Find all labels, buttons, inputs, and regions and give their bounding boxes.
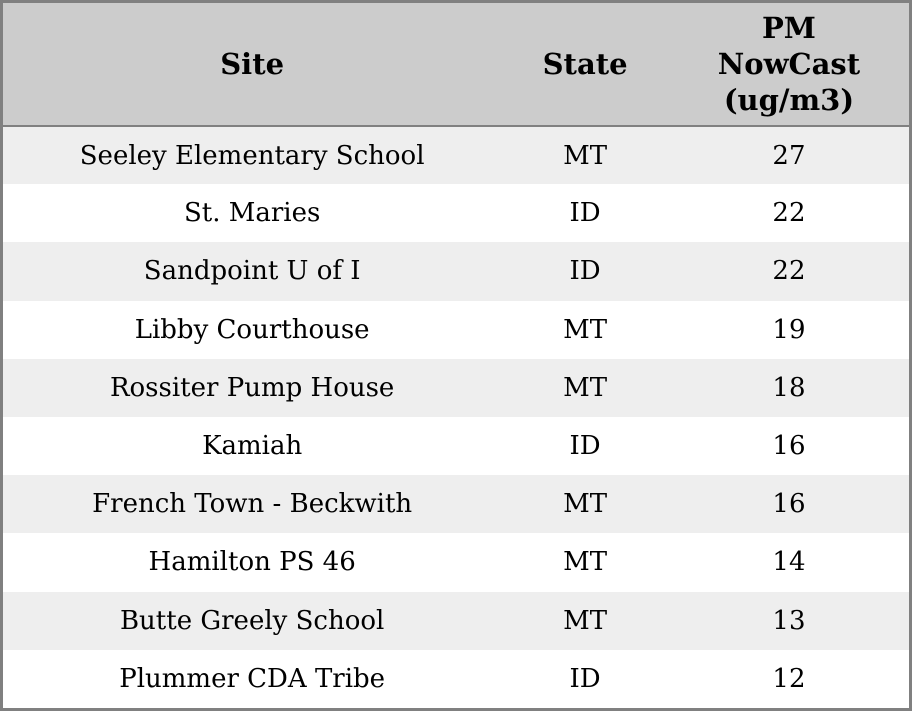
table-row: Butte Greely School MT 13: [3, 591, 909, 650]
column-header-pm-nowcast-label: PM NowCast (ug/m3): [717, 10, 861, 118]
state-cell: ID: [501, 184, 669, 243]
site-cell: Butte Greely School: [3, 591, 502, 650]
table-row: Hamilton PS 46 MT 14: [3, 533, 909, 592]
pm-value-cell: 19: [668, 300, 909, 359]
column-header-site: Site: [3, 3, 502, 127]
pm-value-cell: 18: [668, 358, 909, 417]
column-header-pm-nowcast: PM NowCast (ug/m3): [668, 3, 909, 127]
header-row: Site State PM NowCast (ug/m3): [3, 3, 909, 127]
column-header-state: State: [501, 3, 669, 127]
table-row: Sandpoint U of I ID 22: [3, 242, 909, 301]
site-cell: French Town - Beckwith: [3, 475, 502, 534]
column-header-site-label: Site: [220, 46, 285, 81]
pm-value-cell: 14: [668, 533, 909, 592]
pm-nowcast-table: Site State PM NowCast (ug/m3) Seeley Ele…: [3, 3, 909, 708]
pm-value-cell: 22: [668, 184, 909, 243]
table-row: Seeley Elementary School MT 27: [3, 126, 909, 185]
table-row: St. Maries ID 22: [3, 184, 909, 243]
table-row: Libby Courthouse MT 19: [3, 300, 909, 359]
site-cell: Plummer CDA Tribe: [3, 649, 502, 708]
site-cell: Rossiter Pump House: [3, 358, 502, 417]
site-cell: Libby Courthouse: [3, 300, 502, 359]
pm-value-cell: 16: [668, 416, 909, 476]
table-row: Plummer CDA Tribe ID 12: [3, 649, 909, 708]
state-cell: MT: [501, 358, 669, 417]
pm-value-cell: 12: [668, 649, 909, 708]
pm-value-cell: 27: [668, 126, 909, 185]
site-cell: St. Maries: [3, 184, 502, 243]
site-cell: Seeley Elementary School: [3, 126, 502, 185]
pm-value-cell: 13: [668, 591, 909, 650]
column-header-state-label: State: [542, 46, 628, 81]
state-cell: MT: [501, 300, 669, 359]
state-cell: MT: [501, 533, 669, 592]
state-cell: ID: [501, 242, 669, 301]
pm-value-cell: 22: [668, 242, 909, 301]
state-cell: MT: [501, 591, 669, 650]
table-row: French Town - Beckwith MT 16: [3, 475, 909, 534]
state-cell: MT: [501, 475, 669, 534]
site-cell: Sandpoint U of I: [3, 242, 502, 301]
table-row: Rossiter Pump House MT 18: [3, 358, 909, 417]
site-cell: Hamilton PS 46: [3, 533, 502, 592]
table-body: Seeley Elementary School MT 27 St. Marie…: [3, 126, 909, 708]
site-cell: Kamiah: [3, 416, 502, 476]
state-cell: ID: [501, 416, 669, 476]
state-cell: MT: [501, 126, 669, 185]
state-cell: ID: [501, 649, 669, 708]
table-row: Kamiah ID 16: [3, 416, 909, 476]
pm-value-cell: 16: [668, 475, 909, 534]
